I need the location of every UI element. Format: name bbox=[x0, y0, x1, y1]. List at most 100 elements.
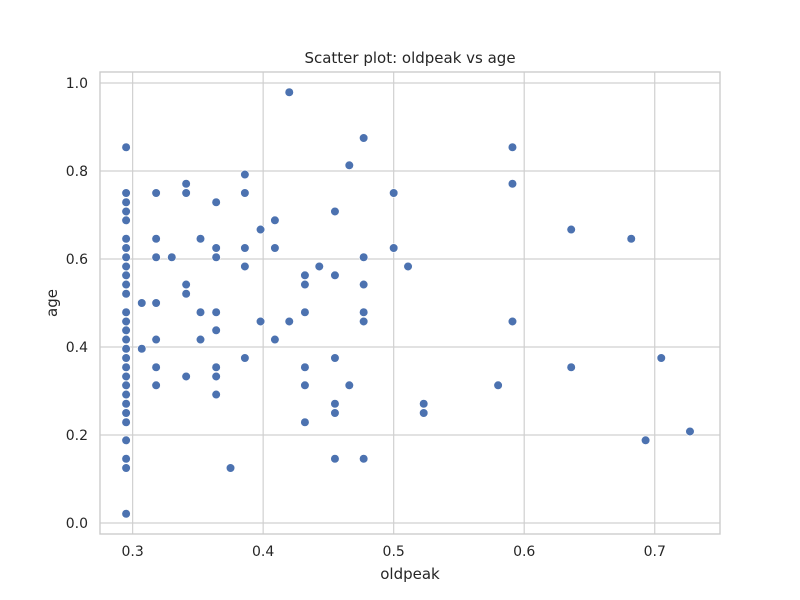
data-point bbox=[419, 399, 429, 409]
data-point bbox=[121, 316, 131, 327]
data-point bbox=[151, 234, 161, 244]
data-point bbox=[121, 197, 131, 207]
data-point bbox=[359, 316, 369, 327]
data-point bbox=[507, 316, 518, 327]
data-point bbox=[181, 179, 191, 189]
data-point bbox=[121, 188, 131, 198]
data-point bbox=[121, 279, 131, 290]
data-point bbox=[121, 261, 131, 272]
x-tick-label: 0.5 bbox=[383, 544, 405, 560]
points-layer bbox=[121, 87, 695, 519]
tick-labels: 0.3 0.4 0.5 0.6 0.7 0.0 0.2 0.4 0.6 0.8 1.0 bbox=[66, 76, 666, 560]
data-point bbox=[121, 454, 131, 464]
data-point bbox=[330, 206, 340, 217]
data-point bbox=[137, 298, 147, 308]
data-point bbox=[211, 389, 221, 400]
data-point bbox=[211, 307, 221, 317]
data-point bbox=[507, 179, 518, 189]
data-point bbox=[389, 188, 399, 198]
data-point bbox=[403, 261, 413, 272]
data-point bbox=[240, 353, 250, 363]
data-point bbox=[181, 371, 191, 382]
data-point bbox=[121, 334, 131, 345]
data-point bbox=[151, 252, 161, 262]
data-point bbox=[493, 380, 503, 390]
plot-frame bbox=[99, 71, 721, 535]
data-point bbox=[344, 380, 354, 390]
x-tick-label: 0.3 bbox=[121, 544, 143, 560]
data-point bbox=[211, 362, 221, 372]
data-point bbox=[344, 160, 354, 170]
data-point bbox=[121, 215, 131, 225]
data-point bbox=[300, 362, 310, 372]
data-point bbox=[121, 463, 131, 473]
y-tick-label: 0.8 bbox=[66, 164, 88, 180]
x-tick-label: 0.7 bbox=[644, 544, 666, 560]
y-tick-label: 0.6 bbox=[66, 252, 88, 268]
data-point bbox=[121, 435, 131, 445]
data-point bbox=[284, 316, 294, 327]
data-point bbox=[121, 362, 131, 372]
data-point bbox=[566, 224, 576, 235]
data-point bbox=[359, 133, 369, 143]
data-point bbox=[359, 279, 369, 290]
data-point bbox=[121, 353, 131, 363]
data-point bbox=[626, 234, 636, 244]
data-point bbox=[270, 334, 280, 345]
data-point bbox=[121, 289, 131, 299]
data-point bbox=[121, 417, 131, 427]
data-point bbox=[255, 316, 266, 327]
data-point bbox=[137, 344, 147, 354]
data-point bbox=[211, 371, 221, 382]
data-point bbox=[507, 142, 518, 152]
data-point bbox=[300, 307, 310, 317]
y-tick-label: 0.2 bbox=[66, 428, 88, 444]
data-point bbox=[225, 463, 236, 473]
data-point bbox=[359, 252, 369, 262]
x-axis-label: oldpeak bbox=[380, 565, 440, 583]
data-point bbox=[300, 417, 310, 427]
data-point bbox=[121, 243, 131, 253]
data-point bbox=[330, 399, 340, 409]
data-point bbox=[330, 270, 340, 280]
data-point bbox=[181, 188, 191, 198]
data-point bbox=[211, 243, 221, 253]
data-point bbox=[121, 325, 131, 335]
data-point bbox=[300, 279, 310, 290]
data-point bbox=[181, 279, 191, 290]
data-point bbox=[151, 380, 161, 390]
data-point bbox=[240, 243, 250, 253]
y-tick-label: 1.0 bbox=[66, 76, 88, 92]
data-point bbox=[195, 234, 206, 244]
data-point bbox=[330, 454, 340, 464]
data-point bbox=[685, 426, 695, 437]
data-point bbox=[121, 307, 131, 317]
x-tick-label: 0.4 bbox=[252, 544, 274, 560]
data-point bbox=[121, 371, 131, 382]
data-point bbox=[167, 252, 177, 262]
data-point bbox=[121, 399, 131, 409]
x-tick-label: 0.6 bbox=[513, 544, 535, 560]
data-point bbox=[121, 380, 131, 390]
data-point bbox=[121, 252, 131, 262]
y-tick-label: 0.4 bbox=[66, 340, 88, 356]
data-point bbox=[330, 353, 340, 363]
data-point bbox=[240, 169, 250, 180]
data-point bbox=[195, 307, 206, 317]
data-point bbox=[419, 408, 429, 418]
data-point bbox=[270, 215, 280, 225]
data-point bbox=[300, 380, 310, 390]
data-point bbox=[181, 289, 191, 299]
data-point bbox=[300, 270, 310, 280]
data-point bbox=[195, 334, 206, 345]
data-point bbox=[121, 389, 131, 400]
data-point bbox=[566, 362, 576, 372]
data-point bbox=[359, 454, 369, 464]
data-point bbox=[121, 270, 131, 280]
grid-layer bbox=[100, 72, 720, 534]
data-point bbox=[121, 509, 131, 519]
data-point bbox=[284, 87, 294, 97]
data-point bbox=[211, 252, 221, 262]
data-point bbox=[656, 353, 666, 363]
